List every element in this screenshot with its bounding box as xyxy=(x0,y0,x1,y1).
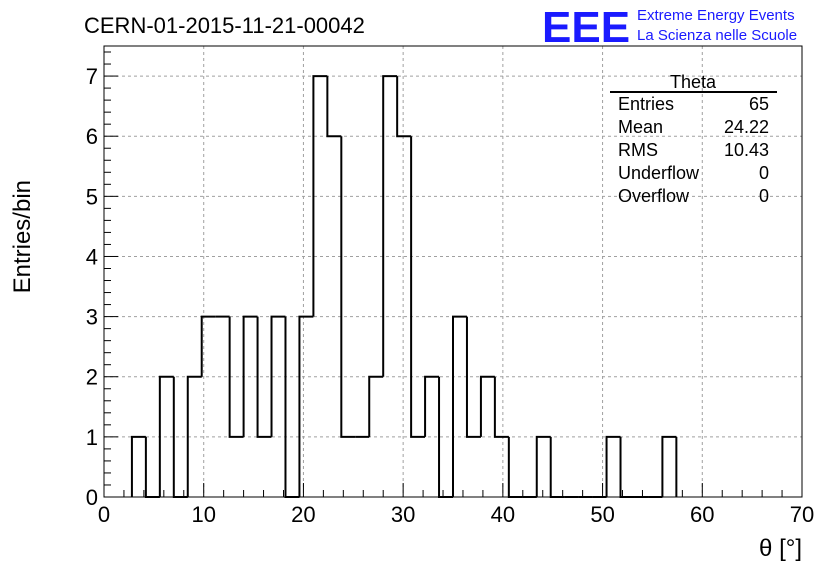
histogram-bin xyxy=(382,75,398,377)
histogram-bin xyxy=(619,436,635,498)
stats-title: Theta xyxy=(670,72,717,92)
x-tick-label: 50 xyxy=(590,502,614,527)
axis-ticks xyxy=(103,51,803,498)
histogram-bin xyxy=(186,375,202,497)
histogram-bin xyxy=(368,375,384,437)
histogram-bin xyxy=(410,136,426,438)
histogram-bin xyxy=(284,316,300,498)
histogram-bin xyxy=(200,315,216,377)
histogram-bin xyxy=(493,376,509,438)
histogram-bin xyxy=(549,436,565,498)
stats-value: 0 xyxy=(759,186,769,206)
histogram-bin xyxy=(256,316,272,438)
logo-mark: EEE xyxy=(542,3,630,52)
histogram-bin xyxy=(479,375,495,437)
stats-value: 24.22 xyxy=(724,117,769,137)
stats-value: 65 xyxy=(749,94,769,114)
stats-value: 0 xyxy=(759,163,769,183)
stats-value: 10.43 xyxy=(724,140,769,160)
histogram-bin xyxy=(465,316,481,438)
x-tick-label: 60 xyxy=(690,502,714,527)
stats-label: Overflow xyxy=(618,186,690,206)
histogram-bin xyxy=(228,316,244,438)
histogram-bin xyxy=(424,375,440,437)
histogram-bin xyxy=(312,75,328,317)
x-tick-label: 0 xyxy=(98,502,110,527)
x-tick-label: 20 xyxy=(291,502,315,527)
stats-rows: Entries 65 Mean 24.22 RMS 10.43 Underflow 0 Over… xyxy=(618,94,769,206)
x-tick-label: 40 xyxy=(491,502,515,527)
x-axis-label: θ [°] xyxy=(759,535,802,562)
x-tick-label: 30 xyxy=(391,502,415,527)
logo-line2: La Scienza nelle Scuole xyxy=(637,27,797,44)
stats-label: Mean xyxy=(618,117,663,137)
histogram-bin xyxy=(270,315,286,437)
x-tick-label: 10 xyxy=(191,502,215,527)
y-tick-labels: 0 1 2 3 4 5 6 7 xyxy=(86,64,98,510)
histogram-bin xyxy=(144,436,160,498)
y-tick-label: 6 xyxy=(86,124,98,149)
histogram-bin xyxy=(298,315,314,497)
y-tick-label: 1 xyxy=(86,425,98,450)
histogram-bin xyxy=(158,375,174,497)
stats-label: Underflow xyxy=(618,163,700,183)
histogram-bin xyxy=(326,76,342,138)
histogram-bin xyxy=(242,315,258,437)
x-tick-labels: 0 10 20 30 40 50 60 70 xyxy=(98,502,814,527)
y-tick-label: 0 xyxy=(86,485,98,510)
stats-box: Theta Entries 65 Mean 24.22 RMS 10.43 Underflo… xyxy=(610,72,777,206)
histogram-bin xyxy=(130,435,146,497)
histogram-bin xyxy=(452,315,467,497)
plot-frame xyxy=(103,45,803,498)
histogram-bin xyxy=(661,435,677,497)
y-tick-label: 7 xyxy=(86,64,98,89)
histogram-bin xyxy=(172,376,188,498)
y-tick-label: 2 xyxy=(86,365,98,390)
y-tick-label: 5 xyxy=(86,184,98,209)
histogram-bin xyxy=(535,435,551,497)
chart-title: CERN-01-2015-11-21-00042 xyxy=(84,13,365,38)
histogram-bin xyxy=(605,435,621,497)
histogram-bin xyxy=(396,76,412,138)
histogram-bars xyxy=(130,75,678,498)
logo-line1: Extreme Energy Events xyxy=(637,7,795,24)
y-tick-label: 4 xyxy=(86,244,98,269)
stats-label: Entries xyxy=(618,94,674,114)
y-axis-label: Entries/bin xyxy=(9,180,36,293)
stats-label: RMS xyxy=(618,140,658,160)
eee-logo: EEE Extreme Energy Events La Scienza nel… xyxy=(542,3,797,52)
histogram-bin xyxy=(340,136,356,438)
histogram-bin xyxy=(507,436,523,498)
x-tick-label: 70 xyxy=(790,502,814,527)
y-tick-label: 3 xyxy=(86,305,98,330)
